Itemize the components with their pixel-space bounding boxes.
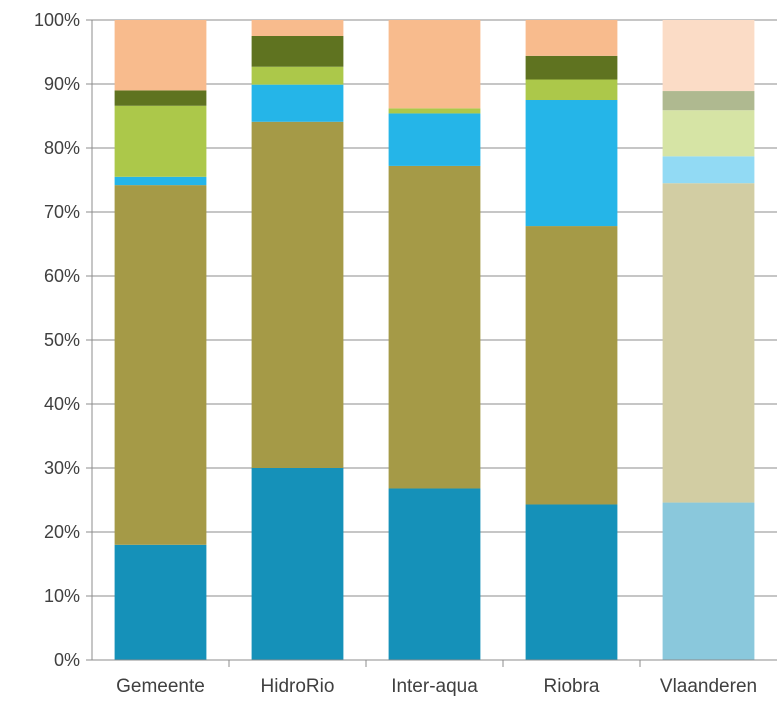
- bar-segment-riobra-3: [525, 100, 618, 227]
- bar-segment-hidrorio-5: [251, 36, 344, 67]
- y-tick-label: 80%: [44, 138, 80, 158]
- y-tick-label: 60%: [44, 266, 80, 286]
- bar-segment-inter-aqua-3: [388, 113, 481, 166]
- x-tick-label: HidroRio: [261, 676, 335, 697]
- y-tick-label: 10%: [44, 586, 80, 606]
- y-tick-label: 90%: [44, 74, 80, 94]
- bar-segment-riobra-4: [525, 79, 618, 100]
- axes: [86, 19, 777, 667]
- bar-segment-gemeente-3: [114, 176, 207, 186]
- bar-segment-vlaanderen-2: [662, 183, 755, 503]
- x-tick-label: Gemeente: [116, 676, 205, 697]
- bar-segment-vlaanderen-1: [662, 502, 755, 660]
- bar-segment-vlaanderen-6: [662, 20, 755, 92]
- bar-segment-inter-aqua-1: [388, 488, 481, 660]
- bar-segment-hidrorio-3: [251, 84, 344, 122]
- bar-segment-gemeente-1: [114, 544, 207, 660]
- x-tick-label: Vlaanderen: [660, 676, 757, 697]
- bar-segment-vlaanderen-5: [662, 91, 755, 111]
- bar-segment-vlaanderen-4: [662, 110, 755, 157]
- bar-segment-hidrorio-2: [251, 121, 344, 468]
- axis-labels: 0% 10% 20% 30% 40% 50% 60% 70% 80% 90% 100% Gemeent…: [34, 10, 757, 697]
- bar-segment-riobra-6: [525, 20, 618, 56]
- bar-segment-gemeente-5: [114, 90, 207, 106]
- y-tick-label: 50%: [44, 330, 80, 350]
- bar-segment-inter-aqua-4: [388, 108, 481, 114]
- x-tick-label: Riobra: [544, 676, 600, 697]
- bar-segment-riobra-2: [525, 226, 618, 505]
- bar-segment-gemeente-6: [114, 20, 207, 91]
- x-tick-label: Inter-aqua: [391, 676, 478, 697]
- bar-segment-vlaanderen-3: [662, 156, 755, 184]
- bar-segment-hidrorio-4: [251, 66, 344, 85]
- y-tick-label: 0%: [54, 650, 80, 670]
- y-tick-label: 100%: [34, 10, 80, 30]
- bar-segment-riobra-1: [525, 504, 618, 660]
- y-tick-label: 20%: [44, 522, 80, 542]
- bar-segment-gemeente-4: [114, 105, 207, 177]
- bar-segment-inter-aqua-2: [388, 165, 481, 489]
- bar-segment-gemeente-2: [114, 185, 207, 545]
- bar-segment-riobra-5: [525, 55, 618, 80]
- bar-segment-hidrorio-1: [251, 468, 344, 660]
- bars: [114, 20, 755, 660]
- y-tick-label: 40%: [44, 394, 80, 414]
- y-tick-label: 30%: [44, 458, 80, 478]
- bar-segment-hidrorio-6: [251, 20, 344, 36]
- bar-segment-inter-aqua-6: [388, 20, 481, 109]
- y-tick-label: 70%: [44, 202, 80, 222]
